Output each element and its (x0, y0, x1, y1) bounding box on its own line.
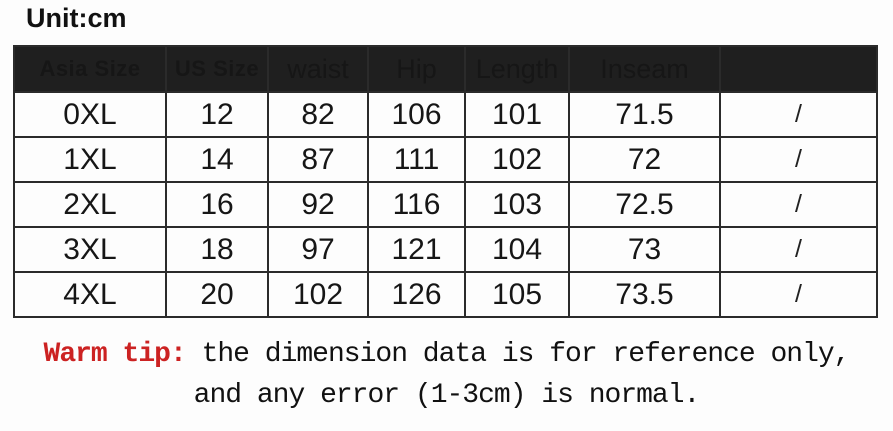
warm-tip-line2: and any error (1-3cm) is normal. (193, 380, 701, 411)
column-header-asia-size: Asia Size (13, 45, 167, 93)
table-cell-extra: / (719, 136, 878, 183)
table-cell-asia-size: 3XL (13, 226, 167, 273)
table-cell-us-size: 16 (165, 181, 269, 228)
table-cell-extra: / (719, 271, 878, 318)
table-cell-hip: 121 (367, 226, 466, 273)
column-header-hip: Hip (367, 45, 466, 93)
table-cell-us-size: 12 (165, 91, 269, 138)
header-row: Asia Size US Size waist Hip Length Inseam (13, 45, 878, 93)
table-cell-extra: / (719, 226, 878, 273)
table-cell-inseam: 73 (568, 226, 721, 273)
table-cell-asia-size: 1XL (13, 136, 167, 183)
table-cell-us-size: 18 (165, 226, 269, 273)
table-cell-extra: / (719, 181, 878, 228)
column-header-us-size: US Size (165, 45, 269, 93)
table-cell-extra: / (719, 91, 878, 138)
table-cell-inseam: 73.5 (568, 271, 721, 318)
table-row: 3XL 18 97 121 104 73/ (13, 226, 878, 273)
table-cell-waist: 92 (267, 181, 369, 228)
table-cell-waist: 97 (267, 226, 369, 273)
unit-label: Unit:cm (26, 3, 127, 33)
warm-tip: Warm tip: the dimension data is for refe… (0, 334, 893, 416)
table-body: 0XL 12 82 106 101 71.5/1XL 14 87 111 102 72/2XL 16 9… (13, 91, 878, 318)
table-row: 0XL 12 82 106 101 71.5/ (13, 91, 878, 138)
table-cell-inseam: 72.5 (568, 181, 721, 228)
table-cell-length: 105 (464, 271, 570, 318)
table-cell-hip: 126 (367, 271, 466, 318)
warm-tip-label: Warm tip: (43, 339, 187, 370)
table-cell-hip: 111 (367, 136, 466, 183)
table-cell-waist: 87 (267, 136, 369, 183)
table-cell-inseam: 72 (568, 136, 721, 183)
size-table: Asia Size US Size waist Hip Length Inseam 0XL… (13, 45, 878, 318)
table-cell-us-size: 14 (165, 136, 269, 183)
table-cell-length: 103 (464, 181, 570, 228)
column-header-waist: waist (267, 45, 369, 93)
table-cell-asia-size: 2XL (13, 181, 167, 228)
table-cell-waist: 102 (267, 271, 369, 318)
table-row: 4XL 20 102 126 105 73.5/ (13, 271, 878, 318)
warm-tip-line1: the dimension data is for reference only… (201, 339, 851, 370)
table-cell-length: 102 (464, 136, 570, 183)
table-row: 2XL 16 92 116 103 72.5/ (13, 181, 878, 228)
column-header-inseam: Inseam (568, 45, 721, 93)
table-cell-length: 104 (464, 226, 570, 273)
column-header-extra (719, 45, 878, 93)
table-cell-waist: 82 (267, 91, 369, 138)
table-cell-us-size: 20 (165, 271, 269, 318)
table-row: 1XL 14 87 111 102 72/ (13, 136, 878, 183)
column-header-length: Length (464, 45, 570, 93)
table-cell-asia-size: 0XL (13, 91, 167, 138)
table-cell-hip: 116 (367, 181, 466, 228)
table-cell-inseam: 71.5 (568, 91, 721, 138)
table-cell-hip: 106 (367, 91, 466, 138)
table-cell-asia-size: 4XL (13, 271, 167, 318)
table-cell-length: 101 (464, 91, 570, 138)
